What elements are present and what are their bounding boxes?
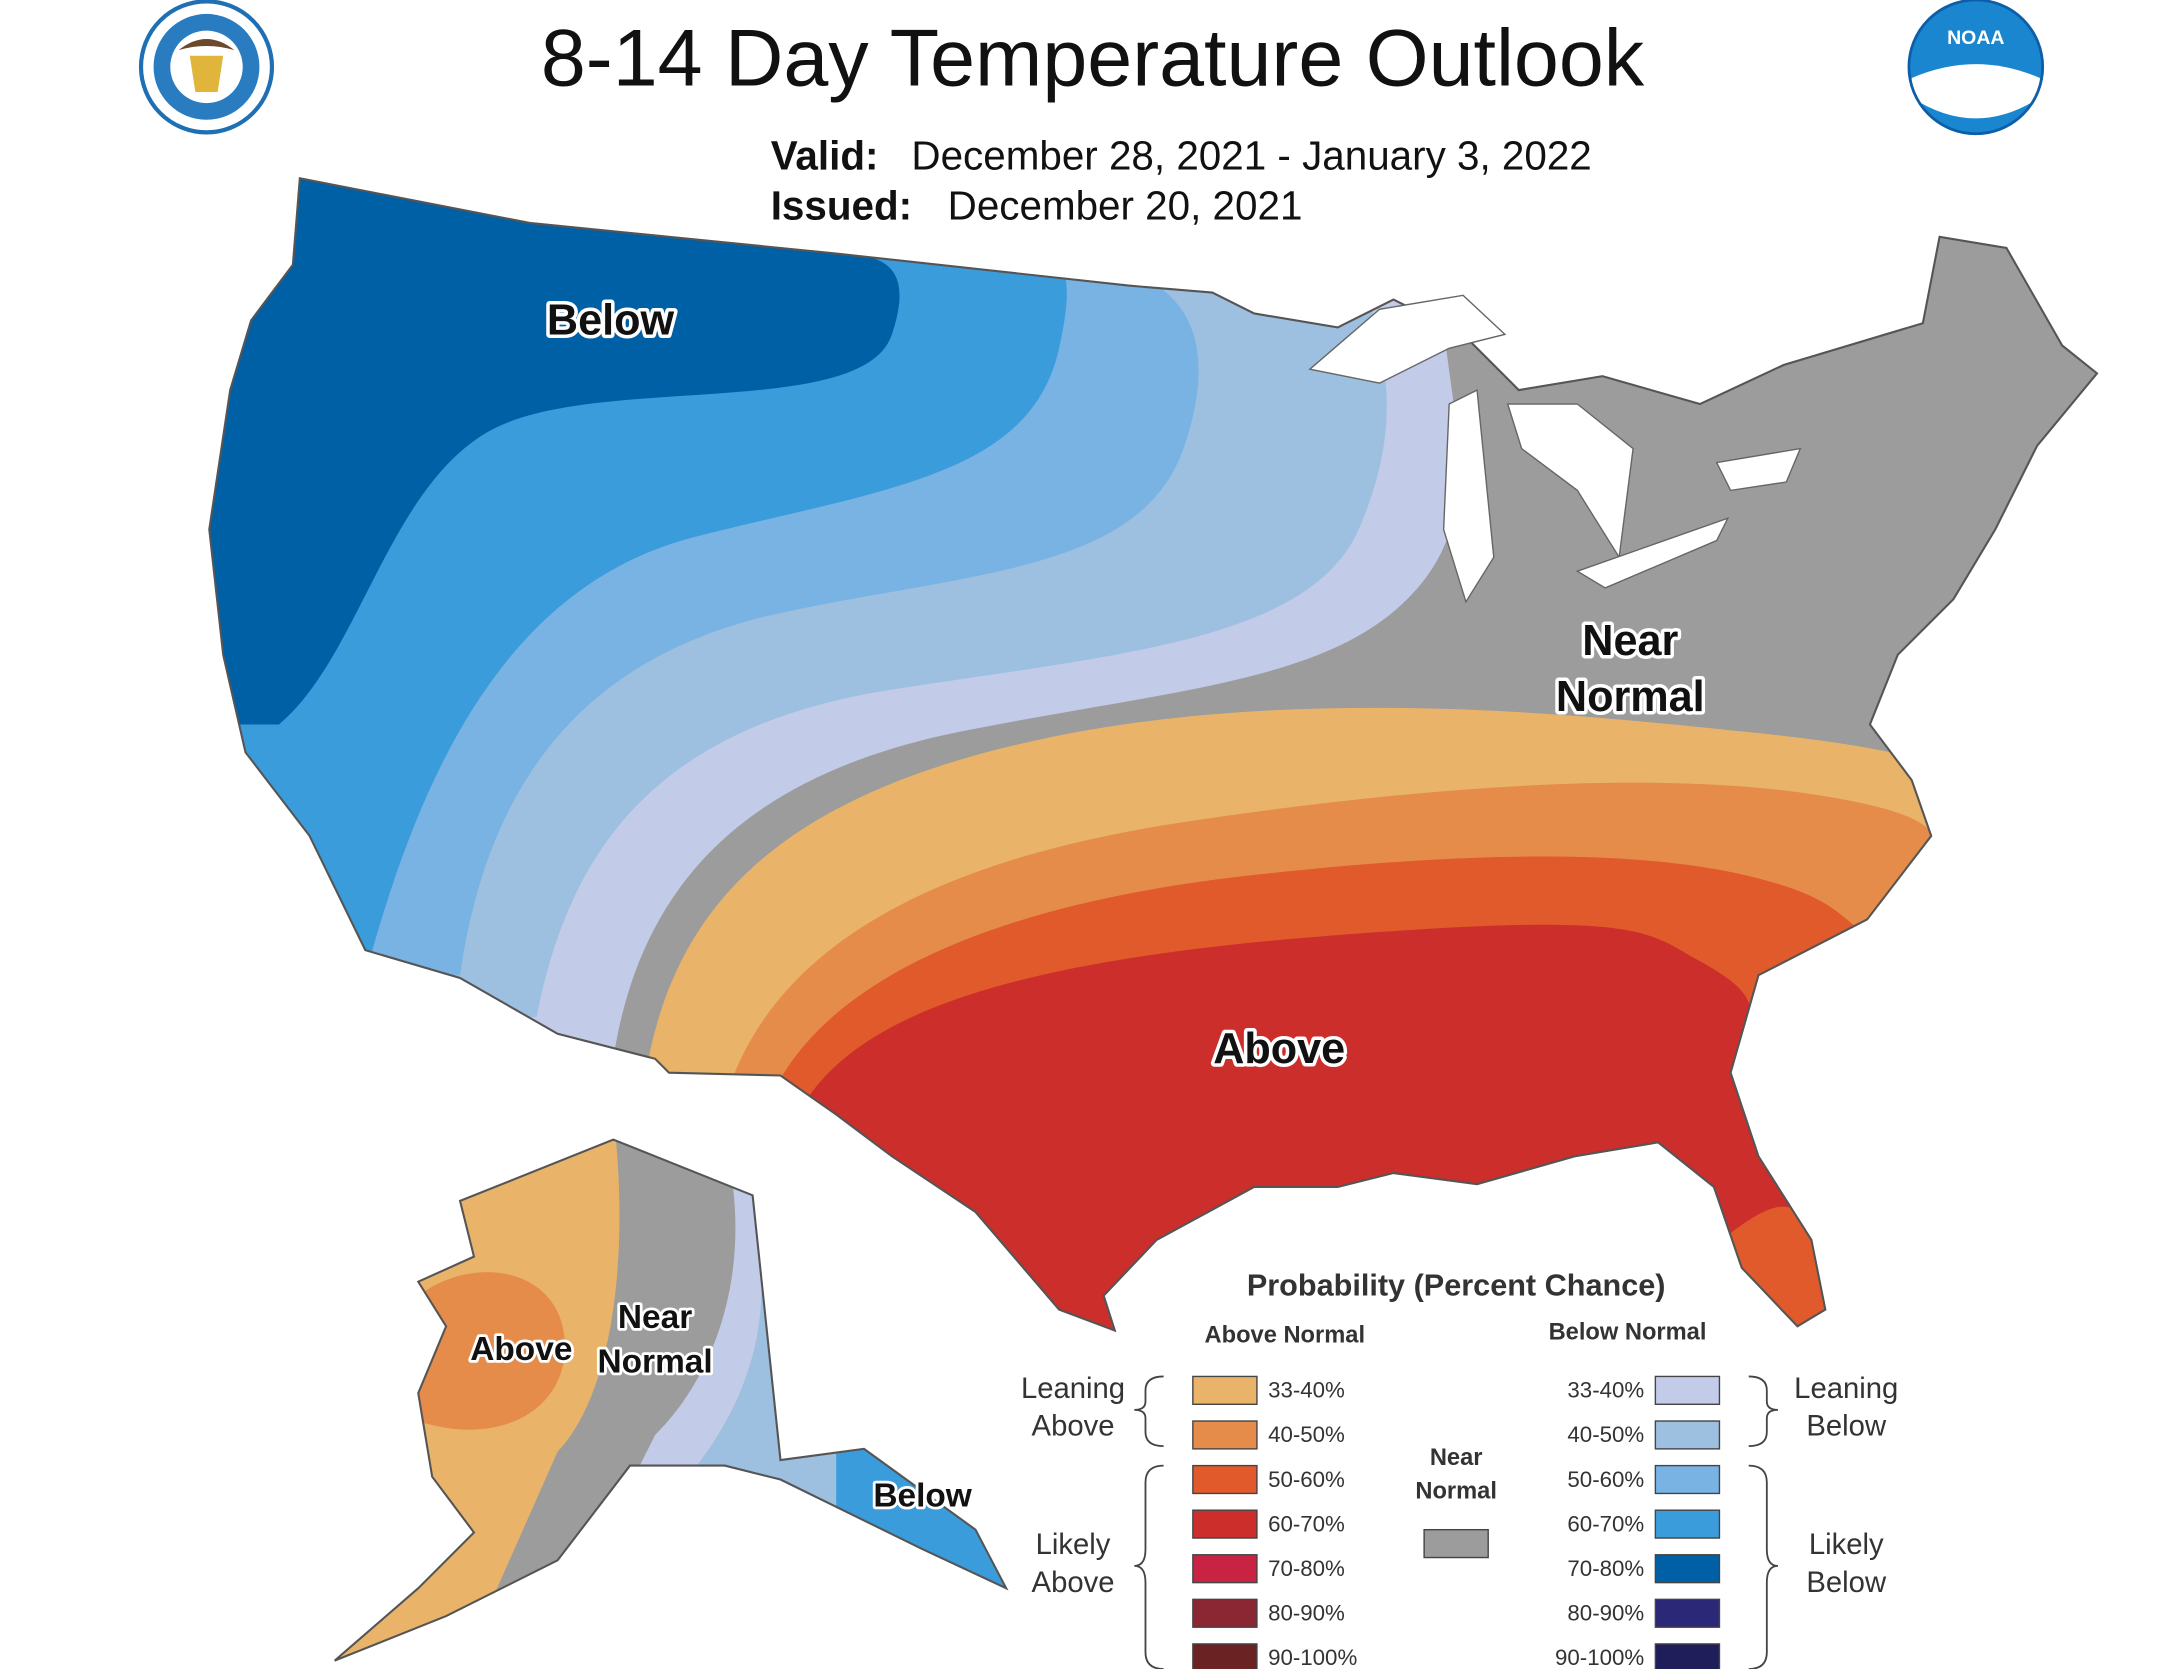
legend-label: 50-60%	[1567, 1467, 1644, 1492]
issued-label: Issued:	[771, 183, 912, 229]
legend-group: Likely	[1809, 1529, 1884, 1561]
map-label: Normal	[598, 1344, 713, 1381]
map-label: Normal	[1556, 673, 1705, 721]
legend-header: Below Normal	[1549, 1319, 1707, 1345]
legend-near: Normal	[1415, 1478, 1497, 1504]
legend-swatch	[1423, 1528, 1489, 1559]
legend-label: 70-80%	[1268, 1556, 1345, 1581]
valid-label: Valid:	[771, 132, 879, 178]
legend-group: Leaning	[1794, 1373, 1898, 1405]
legend-swatch	[1192, 1598, 1258, 1628]
legend-label: 70-80%	[1567, 1556, 1644, 1581]
legend-label: 60-70%	[1567, 1511, 1644, 1536]
legend-swatch	[1192, 1643, 1258, 1669]
legend-label: 50-60%	[1268, 1467, 1345, 1492]
legend-group: Below	[1806, 1411, 1887, 1443]
legend-header: Above Normal	[1205, 1322, 1365, 1348]
zone	[1722, 1206, 2098, 1331]
legend-title: Probability (Percent Chance)	[1247, 1268, 1666, 1302]
title: 8-14 Day Temperature Outlook	[541, 13, 1645, 103]
legend-label: 60-70%	[1268, 1511, 1345, 1536]
legend-swatch	[1654, 1554, 1721, 1584]
map-label: Below	[873, 1477, 972, 1514]
legend-label: 40-50%	[1567, 1422, 1644, 1447]
legend-group: Leaning	[1021, 1373, 1125, 1405]
map-label: Above	[1213, 1025, 1345, 1073]
legend-swatch	[1654, 1420, 1721, 1450]
issued-date: December 20, 2021	[948, 183, 1303, 229]
legend-swatch	[1192, 1509, 1258, 1539]
legend-swatch	[1192, 1375, 1258, 1405]
legend-label: 80-90%	[1567, 1601, 1644, 1626]
valid-dates: December 28, 2021 - January 3, 2022	[911, 132, 1591, 178]
legend-swatch	[1654, 1509, 1721, 1539]
legend-swatch	[1192, 1464, 1258, 1495]
zone	[418, 1272, 566, 1430]
legend-group: Below	[1806, 1567, 1887, 1599]
legend-label: 40-50%	[1268, 1422, 1345, 1447]
legend-group: Likely	[1036, 1529, 1111, 1561]
legend-swatch	[1654, 1643, 1721, 1669]
legend-group: Above	[1032, 1567, 1115, 1599]
noaa-logo: NOAA	[1907, 0, 2045, 136]
map-label: Near	[1582, 617, 1678, 665]
legend-swatch	[1654, 1464, 1721, 1495]
commerce-seal	[138, 0, 275, 135]
legend-swatch	[1654, 1375, 1721, 1405]
legend-near: Near	[1430, 1445, 1483, 1471]
legend-label: 33-40%	[1567, 1378, 1644, 1403]
lakes	[1308, 294, 1802, 604]
legend-label: 90-100%	[1555, 1645, 1644, 1669]
noaa-text: NOAA	[1947, 27, 2004, 49]
legend-label: 80-90%	[1268, 1601, 1345, 1626]
legend: Probability (Percent Chance) Above Norma…	[1021, 1268, 1898, 1669]
legend-label: 33-40%	[1268, 1378, 1345, 1403]
legend-swatch	[1654, 1598, 1721, 1628]
legend-group: Above	[1032, 1411, 1115, 1443]
map-label: Below	[547, 297, 675, 345]
legend-swatch	[1192, 1420, 1258, 1450]
legend-label: 90-100%	[1268, 1645, 1357, 1669]
legend-swatch	[1192, 1554, 1258, 1584]
map-label: Above	[470, 1331, 572, 1368]
map-label: Near	[618, 1299, 692, 1336]
